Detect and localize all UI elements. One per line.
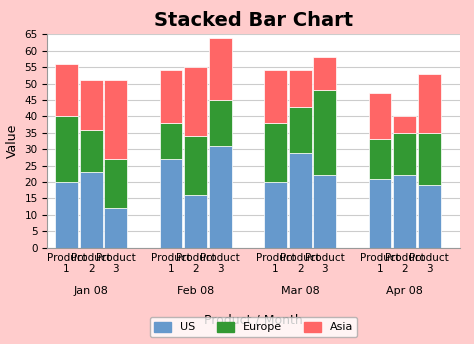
- Bar: [418, 74, 441, 133]
- Bar: [104, 80, 127, 159]
- Bar: [209, 100, 232, 146]
- Bar: [418, 185, 441, 248]
- Bar: [80, 130, 102, 172]
- Bar: [369, 179, 392, 248]
- Bar: [313, 175, 336, 248]
- Title: Stacked Bar Chart: Stacked Bar Chart: [154, 11, 353, 30]
- Bar: [184, 195, 207, 248]
- Text: Jan 08: Jan 08: [73, 286, 109, 296]
- Text: Apr 08: Apr 08: [386, 286, 423, 296]
- Bar: [369, 94, 392, 139]
- Legend: US, Europe, Asia: US, Europe, Asia: [150, 317, 357, 337]
- Bar: [418, 133, 441, 185]
- Bar: [264, 182, 287, 248]
- Bar: [184, 136, 207, 195]
- Bar: [80, 80, 102, 130]
- Text: Mar 08: Mar 08: [281, 286, 319, 296]
- Bar: [160, 71, 182, 123]
- Bar: [313, 57, 336, 90]
- Bar: [160, 123, 182, 159]
- Bar: [393, 116, 416, 133]
- Bar: [209, 146, 232, 248]
- Bar: [55, 116, 78, 182]
- Bar: [184, 67, 207, 136]
- Bar: [264, 123, 287, 182]
- Y-axis label: Value: Value: [6, 124, 19, 158]
- Bar: [160, 159, 182, 248]
- Bar: [289, 107, 311, 152]
- Bar: [55, 182, 78, 248]
- Bar: [104, 208, 127, 248]
- Bar: [393, 175, 416, 248]
- Bar: [289, 152, 311, 248]
- Bar: [313, 90, 336, 175]
- Bar: [393, 133, 416, 175]
- X-axis label: Product / Month: Product / Month: [204, 313, 303, 326]
- Bar: [104, 159, 127, 208]
- Bar: [289, 71, 311, 107]
- Bar: [80, 172, 102, 248]
- Bar: [55, 64, 78, 116]
- Bar: [209, 38, 232, 100]
- Bar: [369, 139, 392, 179]
- Text: Feb 08: Feb 08: [177, 286, 214, 296]
- Bar: [264, 71, 287, 123]
